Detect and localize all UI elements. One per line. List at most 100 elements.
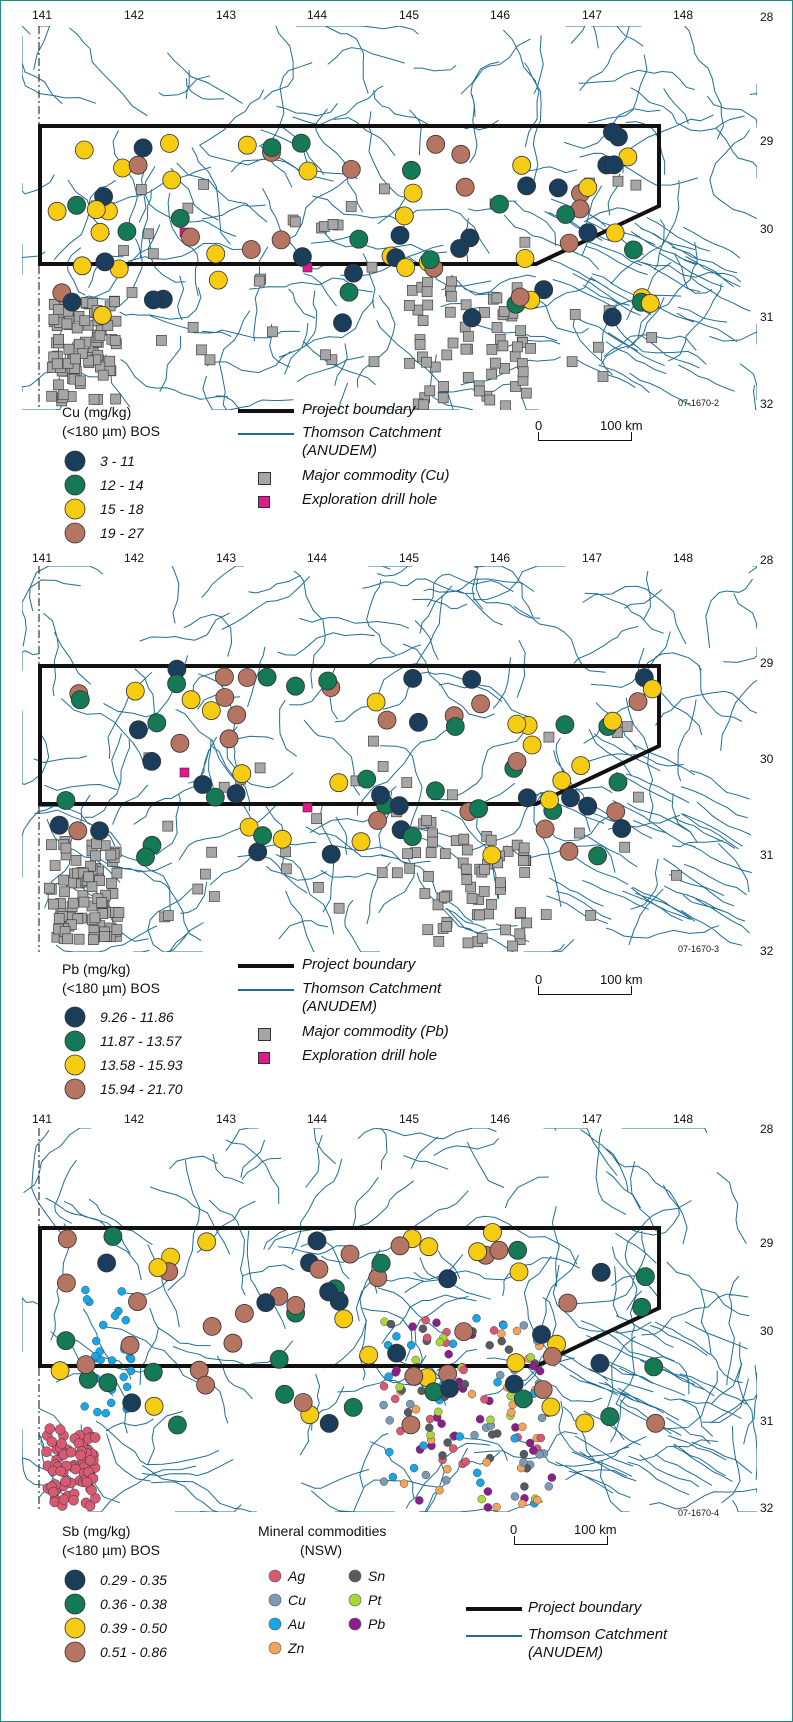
commodity-swatches bbox=[268, 1569, 362, 1655]
sample-circle bbox=[349, 229, 369, 249]
mine-square bbox=[486, 368, 498, 380]
sample-circle bbox=[272, 829, 292, 849]
mine-square bbox=[507, 940, 518, 952]
sample-circle bbox=[340, 1244, 360, 1264]
project-boundary bbox=[38, 124, 661, 266]
mine-square bbox=[433, 935, 445, 947]
sample-circle bbox=[298, 161, 318, 181]
mine-square bbox=[414, 339, 426, 350]
commodity-swatch-ag bbox=[268, 1569, 282, 1583]
lon-label: 146 bbox=[490, 8, 511, 22]
commodity-label: Sn bbox=[368, 1568, 386, 1584]
mine-square bbox=[345, 201, 357, 212]
sample-circle bbox=[286, 676, 305, 696]
class-label: 15 - 18 bbox=[100, 501, 144, 517]
mine-square bbox=[83, 355, 94, 367]
major-commodity-squares bbox=[46, 175, 658, 410]
sample-circle bbox=[507, 714, 527, 734]
mine-square bbox=[204, 354, 216, 366]
sample-circle bbox=[103, 1227, 123, 1246]
sample-circle bbox=[248, 842, 268, 862]
legend-subtitle: (<180 µm) BOS bbox=[62, 423, 160, 439]
map-canvas[interactable] bbox=[22, 26, 757, 410]
mine-square bbox=[192, 883, 204, 895]
mine-square bbox=[476, 932, 488, 944]
commodity-dot bbox=[415, 1496, 424, 1505]
mine-square bbox=[404, 862, 416, 874]
sample-circle bbox=[269, 1349, 289, 1369]
sample-circle bbox=[426, 134, 446, 154]
catchment-legend-label-2: (ANUDEM) bbox=[302, 442, 377, 459]
mine-square bbox=[53, 379, 64, 391]
mine-square bbox=[94, 330, 106, 342]
sample-circle bbox=[558, 1293, 578, 1313]
commodity-dot bbox=[84, 1455, 96, 1466]
commodity-swatch-au bbox=[268, 1617, 282, 1631]
mine-square bbox=[486, 344, 498, 355]
commodity-dot bbox=[520, 1482, 529, 1491]
mine-square bbox=[368, 735, 379, 747]
sample-circle bbox=[205, 787, 225, 807]
commodity-dot bbox=[511, 1423, 520, 1432]
lon-label: 147 bbox=[582, 1112, 603, 1126]
commodity-dot bbox=[41, 1446, 52, 1457]
sample-circle bbox=[535, 819, 555, 839]
sample-circle bbox=[517, 176, 537, 196]
commodity-dot bbox=[455, 1432, 464, 1441]
mine-square bbox=[126, 287, 138, 298]
sample-circle bbox=[401, 160, 421, 180]
commodity-dot bbox=[101, 1409, 111, 1418]
sample-circle bbox=[612, 819, 632, 838]
sample-circle bbox=[515, 249, 535, 268]
sample-circle bbox=[578, 796, 598, 816]
mine-square bbox=[73, 933, 85, 945]
commodity-dot bbox=[443, 1438, 452, 1447]
mine-square bbox=[417, 315, 429, 326]
sample-circle bbox=[321, 844, 341, 864]
mine-square bbox=[621, 721, 633, 732]
sample-circle bbox=[170, 733, 190, 753]
mine-square bbox=[421, 286, 433, 298]
mine-square bbox=[543, 731, 555, 743]
mine-square bbox=[491, 322, 503, 333]
sample-points bbox=[50, 1223, 665, 1435]
sample-circle bbox=[591, 1262, 611, 1282]
map-canvas[interactable] bbox=[22, 1128, 757, 1512]
commodity-dot bbox=[519, 1321, 528, 1330]
commodity-dot bbox=[407, 1340, 416, 1350]
sample-circle bbox=[144, 1396, 164, 1416]
mine-square bbox=[569, 309, 581, 320]
mine-legend-label: Major commodity (Pb) bbox=[302, 1023, 449, 1040]
sample-circle bbox=[167, 1415, 187, 1435]
sample-circle bbox=[160, 134, 179, 153]
commodity-dot bbox=[411, 1355, 420, 1365]
sample-circle bbox=[215, 688, 235, 707]
class-swatch-brown bbox=[64, 522, 86, 544]
commodity-dot bbox=[384, 1372, 393, 1381]
catchment-legend-label: Thomson Catchment bbox=[528, 1626, 668, 1643]
mine-square bbox=[474, 385, 485, 397]
mine-square bbox=[466, 893, 478, 904]
sample-circle bbox=[74, 140, 94, 160]
sample-circle bbox=[62, 292, 82, 312]
mine-square bbox=[404, 357, 415, 369]
scale-end: 100 km bbox=[600, 972, 643, 987]
boundary-legend-label: Project boundary bbox=[302, 401, 416, 418]
commodity-dot bbox=[544, 1482, 553, 1491]
lat-label: 28 bbox=[760, 10, 774, 24]
mine-square bbox=[187, 321, 199, 333]
commodity-dot bbox=[81, 1285, 90, 1295]
catchment-line-swatch bbox=[238, 433, 294, 435]
map-canvas[interactable] bbox=[22, 566, 757, 952]
commodity-dot bbox=[510, 1492, 520, 1501]
commodity-dot bbox=[443, 1464, 452, 1474]
sample-circle bbox=[600, 1407, 620, 1427]
commodity-label: Ag bbox=[288, 1568, 306, 1584]
mine-square bbox=[253, 275, 265, 287]
sample-circle bbox=[47, 201, 67, 221]
sample-circle bbox=[125, 681, 145, 701]
mine-legend-label: Major commodity (Cu) bbox=[302, 467, 450, 484]
mine-square bbox=[51, 358, 63, 370]
mine-square bbox=[495, 877, 506, 889]
sample-circle bbox=[309, 1259, 329, 1279]
